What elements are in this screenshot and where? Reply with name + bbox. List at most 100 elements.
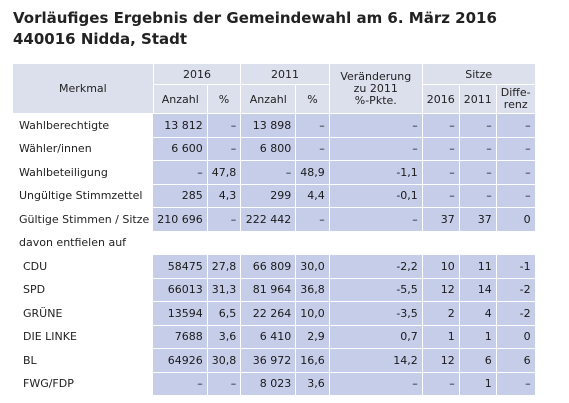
cell-sitze-2011: 14 bbox=[459, 278, 497, 302]
party-label: BL bbox=[13, 348, 154, 373]
cell-anzahl-2016: 66013 bbox=[153, 278, 208, 302]
cell-anzahl-2011: 66 809 bbox=[240, 254, 297, 279]
cell-sitze-2011: – bbox=[459, 184, 497, 208]
header-sitze-2011: 2011 bbox=[459, 84, 497, 114]
cell-sitze-2016: 2 bbox=[422, 301, 460, 326]
cell-pct-2011: – bbox=[295, 113, 330, 138]
cell-sitze-2016: 1 bbox=[422, 325, 460, 349]
cell-pct-2016: – bbox=[207, 372, 242, 396]
cell-pct-2016: – bbox=[207, 113, 242, 138]
title-line-1: Vorläufiges Ergebnis der Gemeindewahl am… bbox=[13, 9, 497, 27]
header-pct-2016: % bbox=[207, 84, 242, 114]
cell-pct-2011: 16,6 bbox=[295, 348, 330, 373]
cell-anzahl-2016: 64926 bbox=[153, 348, 208, 373]
table-row: Gültige Stimmen / Sitze 210 696 – 222 44… bbox=[13, 207, 536, 232]
cell-anzahl-2011: 36 972 bbox=[240, 348, 297, 373]
header-anzahl-2011: Anzahl bbox=[240, 84, 297, 114]
cell-pct-2011: 30,0 bbox=[295, 254, 330, 279]
cell-anzahl-2011: 6 800 bbox=[240, 137, 297, 161]
row-label: Ungültige Stimmzettel bbox=[13, 184, 154, 208]
cell-pct-2016: – bbox=[207, 207, 242, 232]
cell-differenz: 0 bbox=[496, 325, 536, 349]
party-label: SPD bbox=[13, 278, 154, 302]
cell-veraenderung: – bbox=[329, 372, 423, 396]
cell-pct-2016: – bbox=[207, 137, 242, 161]
party-label: CDU bbox=[13, 254, 154, 279]
cell-veraenderung: – bbox=[329, 207, 423, 232]
cell-sitze-2016: – bbox=[422, 137, 460, 161]
cell-differenz: – bbox=[496, 137, 536, 161]
cell-sitze-2011: 4 bbox=[459, 301, 497, 326]
header-pct-2011: % bbox=[295, 84, 330, 114]
cell-anzahl-2016: 6 600 bbox=[153, 137, 208, 161]
cell-anzahl-2011: 222 442 bbox=[240, 207, 297, 232]
cell-pct-2016: 4,3 bbox=[207, 184, 242, 208]
header-year-2016: 2016 bbox=[153, 64, 242, 85]
cell-differenz: -1 bbox=[496, 254, 536, 279]
cell-differenz: – bbox=[496, 184, 536, 208]
header-differenz-line2: renz bbox=[503, 98, 528, 111]
cell-anzahl-2011: 22 264 bbox=[240, 301, 297, 326]
table-row: FWG/FDP – – 8 023 3,6 – – 1 – bbox=[13, 372, 536, 396]
party-label: GRÜNE bbox=[13, 301, 154, 326]
cell-anzahl-2011: 6 410 bbox=[240, 325, 297, 349]
header-veraenderung-line3: %-Pkte. bbox=[354, 93, 397, 107]
cell-sitze-2016: 37 bbox=[422, 207, 460, 232]
header-veraenderung: Veränderung zu 2011 %-Pkte. bbox=[329, 64, 423, 114]
cell-pct-2011: 4,4 bbox=[295, 184, 330, 208]
cell-sitze-2011: 37 bbox=[459, 207, 497, 232]
cell-anzahl-2011: 81 964 bbox=[240, 278, 297, 302]
cell-sitze-2016: 10 bbox=[422, 254, 460, 279]
cell-veraenderung: 14,2 bbox=[329, 348, 423, 373]
cell-sitze-2016: 12 bbox=[422, 348, 460, 373]
table-row: DIE LINKE 7688 3,6 6 410 2,9 0,7 1 1 0 bbox=[13, 325, 536, 349]
cell-anzahl-2011: 8 023 bbox=[240, 372, 297, 396]
table-row: Wähler/innen 6 600 – 6 800 – – – – – bbox=[13, 137, 536, 161]
table-row: GRÜNE 13594 6,5 22 264 10,0 -3,5 2 4 -2 bbox=[13, 301, 536, 326]
row-label: Wahlbeteiligung bbox=[13, 160, 154, 185]
cell-veraenderung: -0,1 bbox=[329, 184, 423, 208]
header-veraenderung-line1: Veränderung bbox=[340, 69, 412, 83]
cell-differenz: – bbox=[496, 113, 536, 138]
cell-anzahl-2011: 299 bbox=[240, 184, 297, 208]
cell-anzahl-2011: – bbox=[240, 160, 297, 185]
header-differenz-line1: Diffe- bbox=[500, 86, 531, 99]
table-row: SPD 66013 31,3 81 964 36,8 -5,5 12 14 -2 bbox=[13, 278, 536, 302]
cell-veraenderung: -5,5 bbox=[329, 278, 423, 302]
cell-anzahl-2016: 58475 bbox=[153, 254, 208, 279]
cell-sitze-2016: 12 bbox=[422, 278, 460, 302]
cell-pct-2011: – bbox=[295, 207, 330, 232]
table-row: Wahlbeteiligung – 47,8 – 48,9 -1,1 – – – bbox=[13, 160, 536, 185]
cell-anzahl-2016: 210 696 bbox=[153, 207, 208, 232]
cell-pct-2016: 30,8 bbox=[207, 348, 242, 373]
header-year-2011: 2011 bbox=[240, 64, 330, 85]
cell-pct-2011: 36,8 bbox=[295, 278, 330, 302]
table-row: Ungültige Stimmzettel 285 4,3 299 4,4 -0… bbox=[13, 184, 536, 208]
cell-differenz: 0 bbox=[496, 207, 536, 232]
cell-veraenderung: – bbox=[329, 137, 423, 161]
cell-pct-2011: 3,6 bbox=[295, 372, 330, 396]
party-label: FWG/FDP bbox=[13, 372, 154, 396]
page-title: Vorläufiges Ergebnis der Gemeindewahl am… bbox=[13, 8, 497, 50]
table-row: Wahlberechtigte 13 812 – 13 898 – – – – … bbox=[13, 113, 536, 138]
cell-pct-2011: 10,0 bbox=[295, 301, 330, 326]
row-label: Wahlberechtigte bbox=[13, 113, 154, 138]
header-anzahl-2016: Anzahl bbox=[153, 84, 208, 114]
cell-pct-2016: 31,3 bbox=[207, 278, 242, 302]
row-label: Wähler/innen bbox=[13, 137, 154, 161]
cell-veraenderung: -1,1 bbox=[329, 160, 423, 185]
cell-veraenderung: -3,5 bbox=[329, 301, 423, 326]
cell-anzahl-2016: 285 bbox=[153, 184, 208, 208]
cell-veraenderung: – bbox=[329, 113, 423, 138]
cell-differenz: -2 bbox=[496, 301, 536, 326]
cell-veraenderung: 0,7 bbox=[329, 325, 423, 349]
cell-sitze-2016: – bbox=[422, 160, 460, 185]
cell-differenz: – bbox=[496, 372, 536, 396]
header-veraenderung-line2: zu 2011 bbox=[353, 81, 398, 95]
section-label: davon entfielen auf bbox=[13, 231, 536, 255]
cell-pct-2016: 47,8 bbox=[207, 160, 242, 185]
cell-sitze-2011: – bbox=[459, 160, 497, 185]
cell-differenz: – bbox=[496, 160, 536, 185]
cell-pct-2016: 27,8 bbox=[207, 254, 242, 279]
cell-pct-2016: 6,5 bbox=[207, 301, 242, 326]
